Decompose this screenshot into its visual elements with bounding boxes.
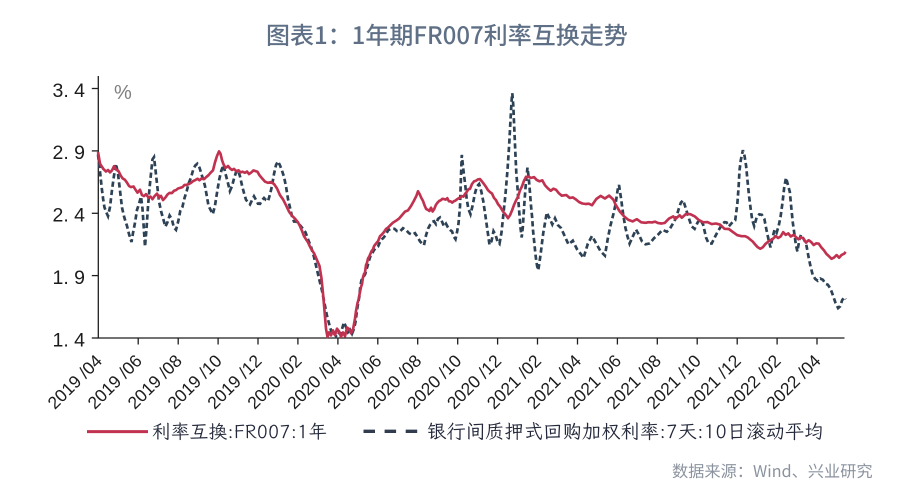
svg-text:1. 4: 1. 4	[52, 329, 85, 351]
svg-text:3. 4: 3. 4	[52, 80, 85, 102]
svg-text:1. 9: 1. 9	[52, 267, 85, 289]
svg-text:2. 4: 2. 4	[52, 205, 85, 227]
svg-text:%: %	[114, 82, 132, 104]
svg-text:2. 9: 2. 9	[52, 142, 85, 164]
